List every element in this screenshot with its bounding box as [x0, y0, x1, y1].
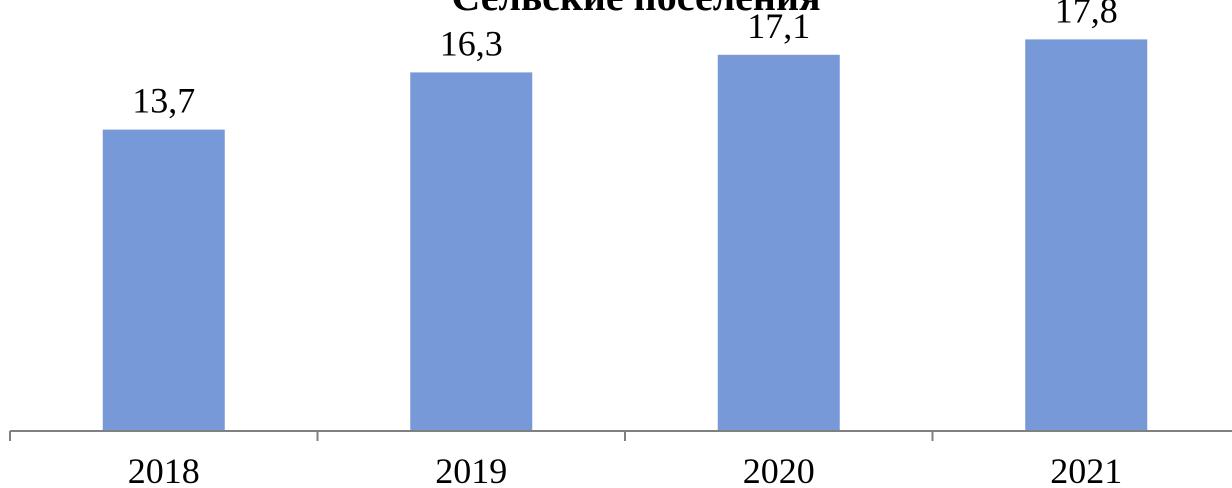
x-tick-labels-group: 2018 2019 2020 2021	[128, 451, 1123, 488]
x-tick-label-2020: 2020	[743, 451, 815, 488]
bar-2018	[102, 129, 225, 431]
x-tick-label-2018: 2018	[128, 451, 200, 488]
data-label-2018: 13,7	[132, 81, 195, 121]
bar-2019	[410, 72, 533, 432]
data-label-2021: 17,8	[1055, 0, 1118, 30]
data-labels-group: 13,7 16,3 17,1 17,8	[132, 0, 1118, 121]
data-label-2019: 16,3	[440, 23, 503, 63]
bar-2021	[1025, 39, 1148, 432]
data-label-2020: 17,1	[747, 6, 810, 46]
x-axis	[9, 430, 1232, 441]
bar-2020	[717, 54, 840, 432]
x-tick-label-2021: 2021	[1050, 451, 1122, 488]
chart-title: Сельские поселения	[451, 0, 820, 19]
bars-group	[102, 39, 1148, 432]
x-tick-label-2019: 2019	[435, 451, 507, 488]
